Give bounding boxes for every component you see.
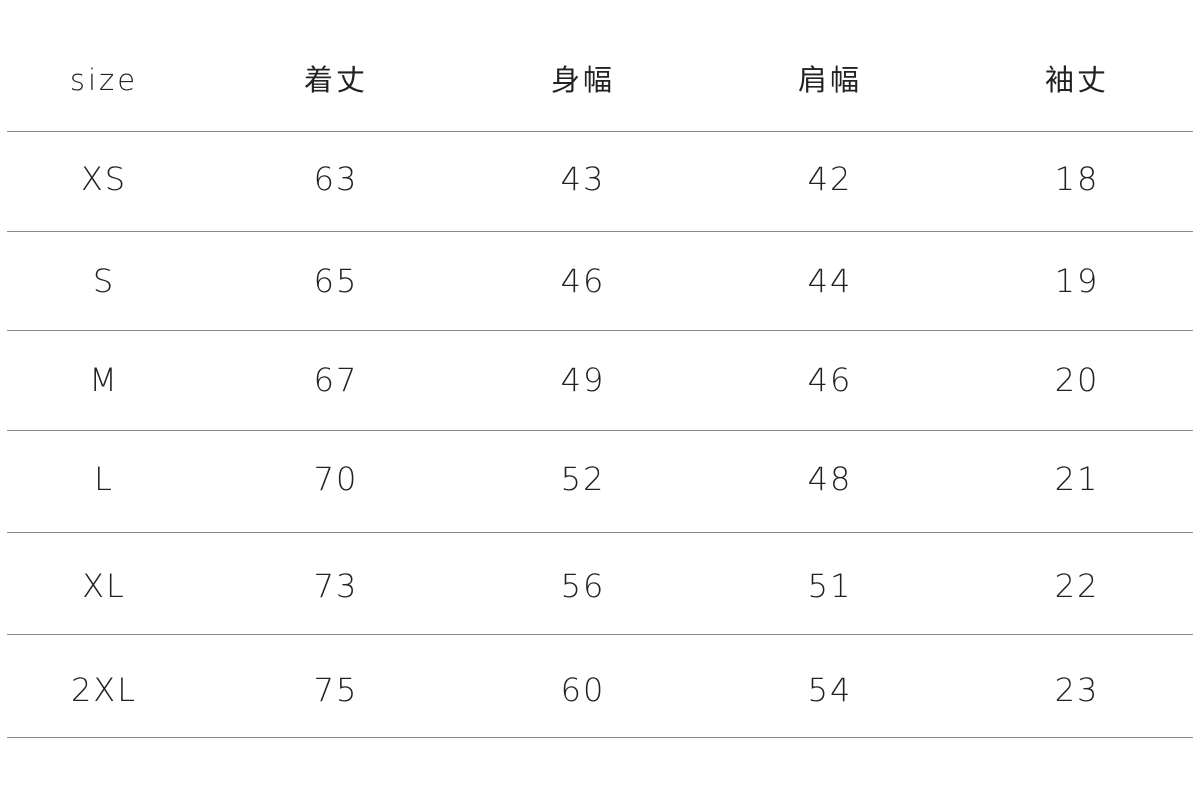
table-cell: 56 xyxy=(560,567,606,605)
table-row: 2XL 75 60 54 23 xyxy=(0,660,1200,720)
table-cell: 52 xyxy=(560,460,606,498)
table-cell: 43 xyxy=(560,160,606,198)
row-divider xyxy=(7,634,1193,635)
column-header: 袖丈 xyxy=(1044,63,1109,97)
table-cell: 19 xyxy=(1054,262,1100,300)
table-cell: 73 xyxy=(313,567,359,605)
table-row: XL 73 56 51 22 xyxy=(0,556,1200,616)
size-label: S xyxy=(92,262,116,300)
table-cell: 22 xyxy=(1054,567,1100,605)
column-header: size xyxy=(69,63,139,97)
size-label: XS xyxy=(80,160,128,198)
table-cell: 75 xyxy=(313,671,359,709)
table-row: XS 63 43 42 18 xyxy=(0,149,1200,209)
table-cell: 65 xyxy=(313,262,359,300)
table-cell: 70 xyxy=(313,460,359,498)
table-cell: 60 xyxy=(560,671,606,709)
table-row: L 70 52 48 21 xyxy=(0,449,1200,509)
table-row: M 67 49 46 20 xyxy=(0,350,1200,410)
table-cell: 49 xyxy=(560,361,606,399)
table-row: S 65 46 44 19 xyxy=(0,251,1200,311)
row-divider xyxy=(7,430,1193,431)
table-cell: 54 xyxy=(807,671,853,709)
row-divider xyxy=(7,737,1193,738)
table-cell: 44 xyxy=(807,262,853,300)
column-header: 身幅 xyxy=(550,63,615,97)
size-label: L xyxy=(94,460,114,498)
column-header: 肩幅 xyxy=(797,63,862,97)
table-cell: 67 xyxy=(313,361,359,399)
size-label: M xyxy=(89,361,119,399)
table-cell: 46 xyxy=(560,262,606,300)
size-label: XL xyxy=(82,567,126,605)
table-cell: 48 xyxy=(807,460,853,498)
table-cell: 18 xyxy=(1054,160,1100,198)
header-row: size 着丈 身幅 肩幅 袖丈 xyxy=(0,50,1200,110)
row-divider xyxy=(7,131,1193,132)
table-cell: 42 xyxy=(807,160,853,198)
row-divider xyxy=(7,532,1193,533)
row-divider xyxy=(7,330,1193,331)
size-label: 2XL xyxy=(70,671,138,709)
column-header: 着丈 xyxy=(303,63,368,97)
table-cell: 23 xyxy=(1054,671,1100,709)
table-cell: 46 xyxy=(807,361,853,399)
row-divider xyxy=(7,231,1193,232)
table-cell: 63 xyxy=(313,160,359,198)
table-cell: 20 xyxy=(1054,361,1100,399)
table-cell: 21 xyxy=(1054,460,1100,498)
table-cell: 51 xyxy=(807,567,853,605)
